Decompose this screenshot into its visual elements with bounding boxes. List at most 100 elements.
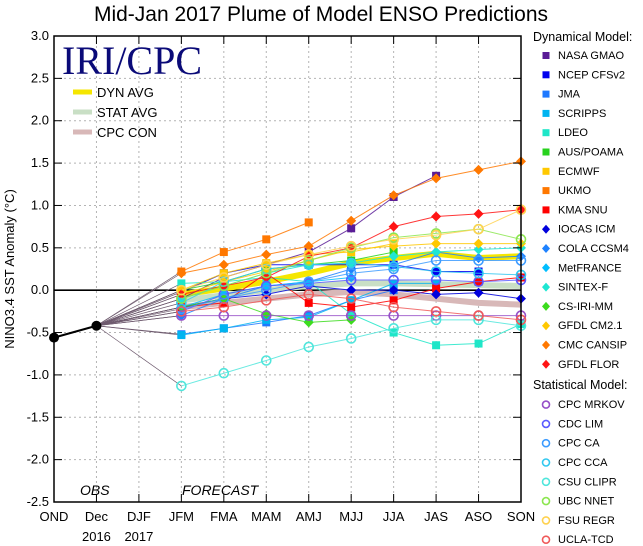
legend-marker bbox=[542, 187, 550, 195]
data-point bbox=[347, 224, 356, 233]
y-tick-label: -2.5 bbox=[27, 494, 49, 509]
data-point bbox=[388, 274, 399, 286]
data-point bbox=[219, 324, 228, 333]
year-label: 2016 bbox=[82, 529, 111, 544]
data-point bbox=[430, 255, 442, 266]
data-point bbox=[304, 218, 313, 227]
legend-label: LDEO bbox=[558, 127, 588, 139]
y-tick-label: -2.0 bbox=[27, 452, 49, 467]
connector-line bbox=[96, 294, 182, 327]
legend-marker bbox=[542, 301, 550, 311]
legend-marker bbox=[542, 52, 550, 59]
legend-item: UCLA-TCD bbox=[541, 534, 614, 546]
data-point bbox=[262, 259, 271, 268]
avg-legend-label: STAT AVG bbox=[97, 105, 157, 120]
legend-item: MetFRANCE bbox=[542, 262, 622, 274]
data-point bbox=[347, 296, 356, 305]
data-point bbox=[304, 313, 313, 322]
data-point bbox=[262, 235, 271, 244]
legend-label: CS-IRI-MM bbox=[558, 301, 613, 313]
legend-label: CPC CCA bbox=[558, 457, 608, 469]
series-line bbox=[181, 228, 522, 300]
series-line bbox=[181, 279, 522, 312]
data-point bbox=[473, 223, 484, 235]
data-point bbox=[473, 238, 484, 249]
legend-marker bbox=[541, 438, 551, 448]
observed-point bbox=[91, 320, 102, 331]
data-point bbox=[388, 285, 399, 296]
series-ukmo bbox=[177, 218, 313, 276]
series-line bbox=[181, 293, 522, 321]
legend-item: ECMWF bbox=[542, 166, 600, 178]
legend-label: UBC NNET bbox=[558, 496, 615, 508]
x-tick-label: Dec bbox=[85, 509, 109, 524]
connector-line bbox=[96, 272, 182, 327]
avg-legend-label: DYN AVG bbox=[97, 85, 154, 100]
legend-label: SCRIPPS bbox=[558, 108, 606, 120]
y-tick-label: -0.5 bbox=[27, 325, 49, 340]
legend-label: JMA bbox=[558, 89, 581, 101]
legend-label: KMA SNU bbox=[558, 204, 608, 216]
data-point bbox=[260, 310, 272, 321]
legend-item: KMA SNU bbox=[542, 204, 608, 216]
data-point bbox=[389, 296, 398, 305]
data-point bbox=[431, 238, 442, 249]
data-point bbox=[473, 244, 484, 255]
data-point bbox=[388, 261, 399, 272]
brand-label: IRI/CPC bbox=[62, 38, 202, 83]
data-point bbox=[260, 259, 272, 271]
legend-label: SINTEX-F bbox=[558, 282, 608, 294]
legend-marker bbox=[542, 90, 550, 98]
connector-line bbox=[96, 325, 182, 336]
y-tick-label: -1.0 bbox=[27, 367, 49, 382]
legend-marker bbox=[541, 419, 551, 429]
plot-frame bbox=[53, 35, 522, 503]
connector-line bbox=[96, 308, 182, 327]
data-point bbox=[176, 306, 187, 317]
model-series bbox=[176, 156, 527, 392]
axes: OND Dec DJF JFM FMA MAM AMJ MJJ JJA JAS ASO SON 2016… bbox=[27, 28, 535, 544]
legend-header-dynamical: Dynamical Model: bbox=[533, 30, 632, 44]
series-fsu-regr bbox=[176, 204, 527, 296]
legend-item: NASA GMAO bbox=[542, 50, 624, 62]
legend-item: GFDL CM2.1 bbox=[542, 320, 622, 332]
legend-marker bbox=[542, 148, 550, 156]
data-point bbox=[218, 367, 230, 379]
average-legend: DYN AVG STAT AVG CPC CON bbox=[73, 85, 157, 140]
data-point bbox=[347, 309, 356, 318]
connector-line bbox=[96, 315, 182, 327]
legend-item: COLA CCSM4 bbox=[542, 243, 629, 255]
legend-label: ECMWF bbox=[558, 166, 600, 178]
data-point bbox=[388, 251, 399, 262]
y-axis-label: NINO3.4 SST Anomaly (°C) bbox=[2, 189, 17, 349]
data-point bbox=[388, 190, 399, 201]
x-tick-label: MAM bbox=[251, 509, 281, 524]
legend-label: CSU CLIPR bbox=[558, 476, 617, 488]
data-point bbox=[431, 289, 442, 300]
data-point bbox=[345, 333, 357, 344]
y-tick-label: 0.5 bbox=[31, 240, 49, 255]
x-tick-label: DJF bbox=[127, 509, 151, 524]
series-line bbox=[181, 221, 309, 272]
legend-label: CPC CA bbox=[558, 438, 600, 450]
data-point bbox=[431, 173, 442, 184]
data-point bbox=[473, 164, 484, 175]
legend-marker bbox=[542, 282, 550, 292]
data-point bbox=[345, 257, 357, 269]
data-point bbox=[303, 289, 315, 300]
data-point bbox=[345, 267, 357, 279]
series-line bbox=[181, 209, 522, 291]
data-point bbox=[176, 284, 187, 296]
y-tick-label: 1.5 bbox=[31, 155, 49, 170]
legend-label: MetFRANCE bbox=[558, 262, 622, 274]
data-point bbox=[430, 266, 442, 277]
data-point bbox=[432, 341, 441, 350]
y-tick-label: 2.5 bbox=[31, 70, 49, 85]
x-tick-label: ASO bbox=[465, 509, 492, 524]
series-line bbox=[181, 319, 522, 387]
data-point bbox=[473, 208, 484, 219]
legend-marker bbox=[542, 359, 550, 369]
data-point bbox=[303, 241, 314, 252]
y-tick-label: 2.0 bbox=[31, 113, 49, 128]
